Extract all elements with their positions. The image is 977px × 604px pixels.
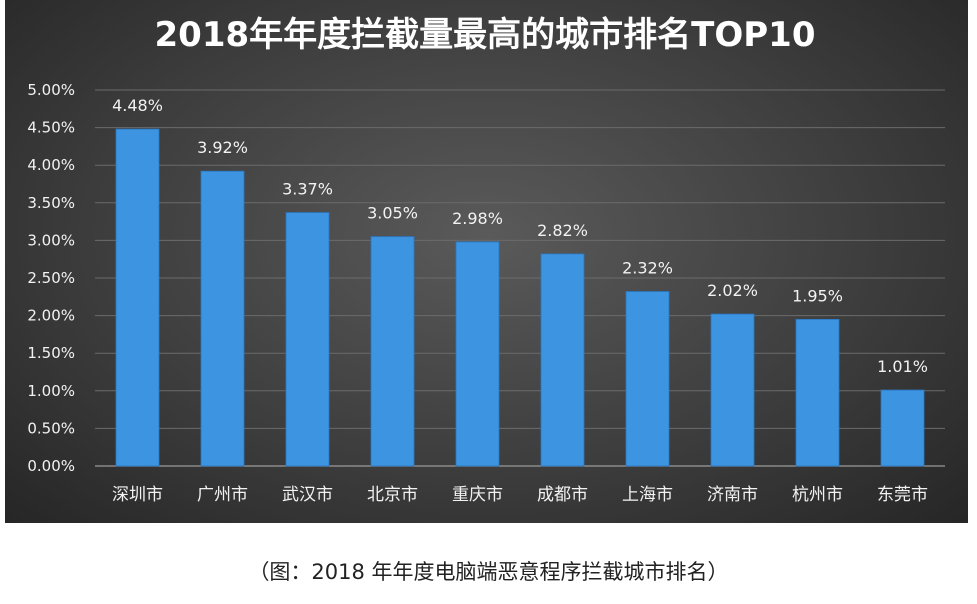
bar — [200, 170, 245, 467]
data-label: 3.92% — [197, 138, 248, 157]
bar — [370, 236, 415, 467]
x-tick-label: 东莞市 — [877, 485, 928, 505]
data-label: 3.37% — [282, 180, 333, 199]
x-tick-label: 广州市 — [197, 485, 248, 505]
y-tick-label: 2.00% — [27, 307, 75, 325]
bar — [115, 128, 160, 467]
x-tick-label: 深圳市 — [112, 485, 163, 505]
y-tick-label: 3.50% — [27, 194, 75, 212]
x-tick-label: 上海市 — [622, 485, 673, 505]
x-tick-label: 成都市 — [537, 485, 588, 505]
bar — [540, 253, 585, 467]
data-label: 2.82% — [537, 221, 588, 240]
y-tick-label: 4.00% — [27, 156, 75, 174]
data-label: 2.02% — [707, 281, 758, 300]
y-tick-label: 0.50% — [27, 419, 75, 437]
data-label: 4.48% — [112, 96, 163, 115]
bar-chart: 2018年年度拦截量最高的城市排名TOP10 0.00% 0.50% 1.00% 1.… — [27, 15, 945, 505]
data-label: 2.32% — [622, 259, 673, 278]
data-label: 1.01% — [877, 357, 928, 376]
y-tick-label: 0.00% — [27, 457, 75, 475]
bar — [285, 212, 330, 467]
y-tick-label: 1.50% — [27, 344, 75, 362]
bar — [710, 313, 755, 467]
x-tick-label: 杭州市 — [792, 485, 843, 505]
y-tick-label: 2.50% — [27, 269, 75, 287]
bars — [115, 128, 925, 467]
value-labels: 4.48% 3.92% 3.37% 3.05% 2.98% 2.82% 2.32% 2.02%… — [112, 96, 928, 376]
category-labels: 深圳市 广州市 武汉市 北京市 重庆市 成都市 上海市 济南市 杭州市 东莞市 — [112, 485, 928, 505]
chart-panel: 2018年年度拦截量最高的城市排名TOP10 0.00% 0.50% 1.00% 1.… — [5, 0, 968, 523]
y-tick-label: 5.00% — [27, 81, 75, 99]
data-label: 2.98% — [452, 209, 503, 228]
y-tick-label: 4.50% — [27, 119, 75, 137]
bar — [625, 291, 670, 467]
bar — [795, 318, 840, 467]
x-tick-label: 北京市 — [367, 485, 418, 505]
figure-caption: （图：2018 年年度电脑端恶意程序拦截城市排名） — [248, 560, 729, 584]
data-label: 3.05% — [367, 204, 418, 223]
y-axis-ticks: 0.00% 0.50% 1.00% 1.50% 2.00% 2.50% 3.00% 3.50%… — [27, 81, 75, 475]
x-tick-label: 重庆市 — [452, 485, 503, 505]
chart-title: 2018年年度拦截量最高的城市排名TOP10 — [155, 15, 816, 55]
bar — [455, 241, 500, 467]
bar — [880, 389, 925, 467]
x-tick-label: 济南市 — [707, 485, 758, 505]
data-label: 1.95% — [792, 286, 843, 305]
y-tick-label: 3.00% — [27, 231, 75, 249]
x-tick-label: 武汉市 — [282, 485, 333, 505]
y-tick-label: 1.00% — [27, 382, 75, 400]
